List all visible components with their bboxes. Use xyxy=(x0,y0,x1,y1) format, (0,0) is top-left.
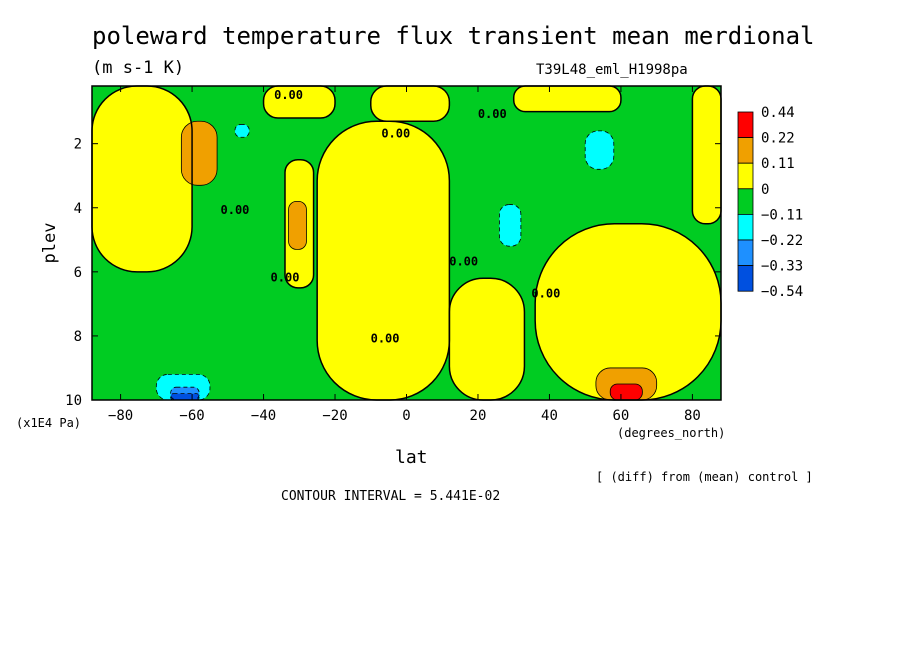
contour-region-negative xyxy=(234,124,250,138)
x-tick-label: −20 xyxy=(322,408,347,424)
contour-value-label: 0.00 xyxy=(271,270,300,284)
y-tick-label: 10 xyxy=(65,393,82,409)
y-axis: 2 4 6 8 10 xyxy=(65,137,721,409)
legend-swatch xyxy=(737,213,754,241)
contour-region-positive xyxy=(692,86,721,224)
x-tick-label: 20 xyxy=(470,408,487,424)
legend-label: 0.44 xyxy=(761,105,795,121)
legend-swatch xyxy=(737,137,754,164)
x-tick-label: −60 xyxy=(179,408,204,424)
contour-line xyxy=(499,204,522,247)
x-tick-label: 0 xyxy=(402,408,410,424)
contour-line xyxy=(284,158,315,289)
legend-label: −0.11 xyxy=(761,207,803,223)
y-tick-label: 2 xyxy=(74,137,82,153)
legend-label: −0.22 xyxy=(761,233,803,249)
contour-value-label: 0.00 xyxy=(531,286,560,300)
x-axis-unit: (degrees_north) xyxy=(617,426,726,440)
legend-label: 0.11 xyxy=(761,156,795,172)
legend-label: 0.22 xyxy=(761,131,795,147)
legend-label: 0 xyxy=(761,182,769,198)
y-axis-label: plev xyxy=(40,223,60,264)
contour-value-label: 0.00 xyxy=(449,254,478,268)
x-axis-label: lat xyxy=(395,447,428,468)
contour-line xyxy=(584,130,615,170)
x-tick-label: −40 xyxy=(251,408,276,424)
contour-region-positive xyxy=(370,86,450,122)
contour-region-positive xyxy=(317,121,450,400)
contour-line xyxy=(288,200,307,250)
contour-region-positive_med xyxy=(288,201,307,250)
contour-region-positive xyxy=(92,86,193,272)
x-tick-label: 40 xyxy=(541,408,558,424)
diff-note: [ (diff) from (mean) control ] xyxy=(596,470,813,484)
contour-region-positive xyxy=(263,86,336,119)
color-legend: 0.44 0.22 0.11 0 −0.11 −0.22 −0.33 −0.54 xyxy=(737,105,803,300)
contour-fill-layer xyxy=(92,86,721,400)
y-tick-label: 8 xyxy=(74,329,82,345)
y-axis-unit: (x1E4 Pa) xyxy=(16,416,82,430)
contour-value-label: 0.00 xyxy=(381,126,410,140)
contour-region-strong_negative xyxy=(170,393,200,400)
x-tick-label: −80 xyxy=(108,408,133,424)
contour-value-label: 0.00 xyxy=(274,88,303,102)
contour-line xyxy=(234,124,250,138)
legend-swatch xyxy=(737,111,754,139)
x-axis: −80 −60 −40 −20 0 20 40 60 80 xyxy=(108,86,701,424)
contour-value-label: 0.00 xyxy=(221,203,250,217)
legend-label: −0.54 xyxy=(761,284,803,300)
contour-region-positive xyxy=(535,223,721,400)
run-id-label: T39L48_eml_H1998pa xyxy=(536,62,688,78)
y-tick-label: 6 xyxy=(74,265,82,281)
contour-region-negative xyxy=(585,130,614,170)
legend-swatch xyxy=(737,162,754,190)
contour-region-strong_positive xyxy=(610,383,643,400)
chart-units: (m s-1 K) xyxy=(92,58,185,78)
contour-line xyxy=(180,120,218,186)
legend-swatch xyxy=(737,265,754,292)
x-tick-label: 80 xyxy=(684,408,701,424)
contour-region-positive xyxy=(449,278,525,400)
legend-swatch xyxy=(737,239,754,267)
y-tick-label: 4 xyxy=(74,201,82,217)
contour-value-label: 0.00 xyxy=(371,331,400,345)
legend-label: −0.33 xyxy=(761,259,803,275)
legend-swatch xyxy=(737,188,754,215)
contour-region-positive xyxy=(513,86,621,112)
contour-region-positive_med xyxy=(181,121,218,186)
contour-region-negative xyxy=(499,204,521,247)
contour-interval-label: CONTOUR INTERVAL = 5.441E-02 xyxy=(281,489,501,504)
contour-value-label: 0.00 xyxy=(478,107,507,121)
x-tick-label: 60 xyxy=(613,408,630,424)
chart-title: poleward temperature flux transient mean… xyxy=(92,22,815,50)
